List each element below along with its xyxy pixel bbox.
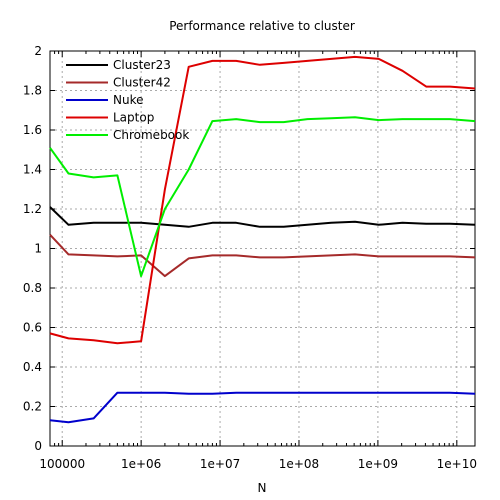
series-line-chromebook bbox=[49, 116, 476, 278]
series-line-laptop bbox=[49, 55, 476, 345]
series-lines bbox=[49, 55, 476, 424]
x-tick-label: 1e+06 bbox=[121, 457, 161, 471]
chart-title: Performance relative to cluster bbox=[169, 19, 355, 33]
legend-label: Cluster42 bbox=[113, 76, 171, 90]
legend-label: Chromebook bbox=[113, 128, 189, 142]
legend: Cluster23 Cluster42 Nuke Laptop Chromebook bbox=[66, 58, 189, 142]
y-tick-label: 1.4 bbox=[23, 163, 42, 177]
x-tick-label: 1e+07 bbox=[200, 457, 240, 471]
legend-label: Nuke bbox=[113, 93, 144, 107]
y-tick-label: 2 bbox=[34, 44, 42, 58]
x-tick-label: 100000 bbox=[39, 457, 85, 471]
y-tick-label: 0.6 bbox=[23, 321, 42, 335]
x-tick-label: 1e+10 bbox=[437, 457, 477, 471]
y-tick-label: 1 bbox=[34, 242, 42, 256]
y-tick-label: 0.8 bbox=[23, 281, 42, 295]
x-tick-label: 1e+08 bbox=[279, 457, 319, 471]
legend-label: Cluster23 bbox=[113, 58, 171, 72]
y-tick-label: 1.2 bbox=[23, 202, 42, 216]
x-tick-label: 1e+09 bbox=[358, 457, 398, 471]
series-line-cluster42 bbox=[49, 234, 476, 278]
y-tick-label: 0.2 bbox=[23, 400, 42, 414]
series-line-cluster23 bbox=[49, 206, 476, 228]
y-tick-label: 1.6 bbox=[23, 123, 42, 137]
grid bbox=[50, 51, 475, 446]
y-tick-label: 1.8 bbox=[23, 84, 42, 98]
x-axis-label: N bbox=[258, 481, 267, 495]
series-line-nuke bbox=[49, 391, 476, 424]
y-tick-label: 0.4 bbox=[23, 360, 42, 374]
axis-ticks: 0 0.2 0.4 0.6 0.8 1 1.2 1.4 1.6 1.8 2 100000 1e+06 1e… bbox=[23, 44, 477, 471]
legend-label: Laptop bbox=[113, 111, 154, 125]
y-tick-label: 0 bbox=[34, 439, 42, 453]
